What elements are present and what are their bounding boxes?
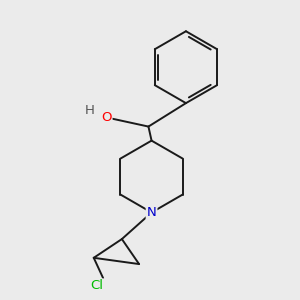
Text: N: N	[147, 206, 156, 219]
Text: O: O	[101, 111, 112, 124]
Text: Cl: Cl	[90, 279, 104, 292]
Text: H: H	[85, 104, 94, 117]
